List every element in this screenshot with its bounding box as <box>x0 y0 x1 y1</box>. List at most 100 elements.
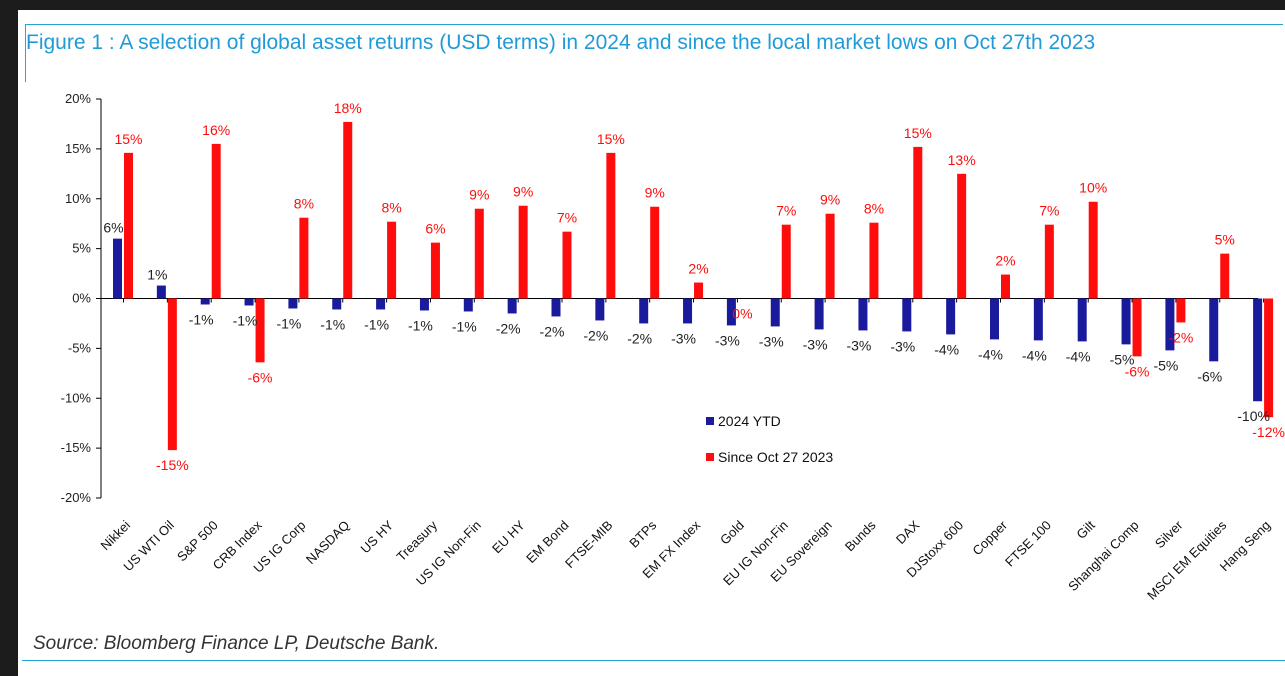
bar-since-oct27 <box>518 205 528 299</box>
data-label-since-oct27: 0% <box>732 306 752 322</box>
data-label-since-oct27: 7% <box>557 210 577 226</box>
y-tick-label: -20% <box>61 490 92 505</box>
data-label-since-oct27: 9% <box>820 192 840 208</box>
data-label-since-oct27: 15% <box>114 131 142 147</box>
x-category-label: Bunds <box>842 517 879 554</box>
data-label-2024-ytd: -4% <box>1066 348 1091 364</box>
data-label-2024-ytd: -3% <box>803 336 828 352</box>
bar-2024-ytd <box>200 298 210 305</box>
data-label-2024-ytd: -2% <box>496 320 521 336</box>
bar-since-oct27 <box>387 221 397 299</box>
bar-2024-ytd <box>113 238 122 299</box>
data-label-since-oct27: -6% <box>1125 363 1150 379</box>
legend-label-2024-ytd: 2024 YTD <box>718 413 781 429</box>
bar-2024-ytd <box>770 298 780 327</box>
bar-2024-ytd <box>1209 298 1219 362</box>
bar-since-oct27 <box>1001 274 1010 299</box>
bar-since-oct27 <box>694 282 704 299</box>
bottom-rule <box>22 660 1285 661</box>
bar-2024-ytd <box>858 298 868 331</box>
data-label-2024-ytd: -1% <box>233 312 258 328</box>
data-label-since-oct27: 7% <box>1039 203 1059 219</box>
data-label-since-oct27: 2% <box>995 253 1015 269</box>
x-category-label: Gilt <box>1073 517 1098 542</box>
data-label-2024-ytd: -10% <box>1237 408 1270 424</box>
x-category-label: Copper <box>969 517 1010 558</box>
data-label-2024-ytd: -5% <box>1153 357 1178 373</box>
data-label-2024-ytd: -2% <box>583 327 608 343</box>
bar-since-oct27 <box>650 206 660 299</box>
data-label-since-oct27: 8% <box>381 200 401 216</box>
y-tick-label: 15% <box>65 141 91 156</box>
bar-2024-ytd <box>551 298 561 317</box>
bar-chart: 20% 15% 10% 5% 0% -5% -10% -15% -20% 6% 15% Nikkei 1… <box>61 91 1285 603</box>
y-tick-label: -10% <box>61 390 92 405</box>
data-label-since-oct27: 15% <box>597 131 625 147</box>
bar-since-oct27 <box>255 298 265 363</box>
x-category-label: Silver <box>1152 517 1186 551</box>
data-label-2024-ytd: -1% <box>408 317 433 333</box>
bar-since-oct27 <box>1088 201 1098 299</box>
bar-since-oct27 <box>1264 298 1274 418</box>
y-tick-label: -15% <box>61 440 92 455</box>
data-label-2024-ytd: -3% <box>890 338 915 354</box>
data-label-2024-ytd: -2% <box>627 330 652 346</box>
data-label-2024-ytd: -3% <box>671 330 696 346</box>
bar-since-oct27 <box>1176 298 1186 323</box>
data-label-since-oct27: 18% <box>334 100 362 116</box>
bar-since-oct27 <box>299 217 309 299</box>
bar-2024-ytd <box>463 298 473 312</box>
data-label-2024-ytd: -1% <box>364 316 389 332</box>
bar-2024-ytd <box>902 298 912 332</box>
legend-swatch-since-oct27 <box>706 453 714 461</box>
y-tick-label: 20% <box>65 91 91 106</box>
bar-2024-ytd <box>1033 298 1043 341</box>
data-label-2024-ytd: 1% <box>147 267 167 283</box>
data-label-since-oct27: 13% <box>948 152 976 168</box>
bar-2024-ytd <box>1165 298 1175 351</box>
x-category-label: US HY <box>358 517 397 556</box>
data-label-since-oct27: 5% <box>1215 232 1235 248</box>
bar-since-oct27 <box>1044 224 1054 299</box>
data-label-since-oct27: -15% <box>156 457 189 473</box>
x-category-label: BTPs <box>626 517 659 550</box>
source-note: Source: Bloomberg Finance LP, Deutsche B… <box>33 633 440 654</box>
legend-label-since-oct27: Since Oct 27 2023 <box>718 449 833 465</box>
data-label-since-oct27: 15% <box>904 125 932 141</box>
data-label-since-oct27: 8% <box>864 201 884 217</box>
x-category-label: NASDAQ <box>303 518 352 567</box>
bar-2024-ytd <box>1253 298 1263 402</box>
bar-since-oct27 <box>913 146 923 299</box>
data-label-since-oct27: -12% <box>1252 424 1285 440</box>
bar-2024-ytd <box>332 298 342 310</box>
data-label-2024-ytd: -4% <box>978 346 1003 362</box>
data-label-since-oct27: 10% <box>1079 180 1107 196</box>
bar-since-oct27 <box>430 242 440 299</box>
bar-since-oct27 <box>957 173 967 299</box>
bar-since-oct27 <box>825 213 835 299</box>
bar-2024-ytd <box>507 298 517 314</box>
data-label-2024-ytd: -4% <box>1022 347 1047 363</box>
x-category-label: EU HY <box>489 517 528 556</box>
data-label-since-oct27: 8% <box>294 196 314 212</box>
chart-title: Figure 1 : A selection of global asset r… <box>26 31 1096 54</box>
y-tick-label: 0% <box>72 291 91 306</box>
x-category-label: FTSE 100 <box>1002 518 1054 570</box>
data-label-2024-ytd: -3% <box>759 333 784 349</box>
bar-since-oct27 <box>1132 298 1142 357</box>
bar-since-oct27 <box>124 152 133 299</box>
data-label-since-oct27: 9% <box>513 184 533 200</box>
data-label-2024-ytd: 6% <box>103 220 123 236</box>
bar-since-oct27 <box>1220 253 1230 299</box>
bar-2024-ytd <box>376 298 386 310</box>
bar-since-oct27 <box>606 152 616 299</box>
bar-2024-ytd <box>814 298 824 330</box>
bar-since-oct27 <box>343 121 353 299</box>
data-label-2024-ytd: -3% <box>715 332 740 348</box>
data-label-since-oct27: 9% <box>469 187 489 203</box>
bar-2024-ytd <box>990 298 999 340</box>
data-label-2024-ytd: -2% <box>540 323 565 339</box>
data-label-2024-ytd: -1% <box>452 318 477 334</box>
bar-2024-ytd <box>946 298 956 335</box>
data-label-2024-ytd: -1% <box>320 316 345 332</box>
